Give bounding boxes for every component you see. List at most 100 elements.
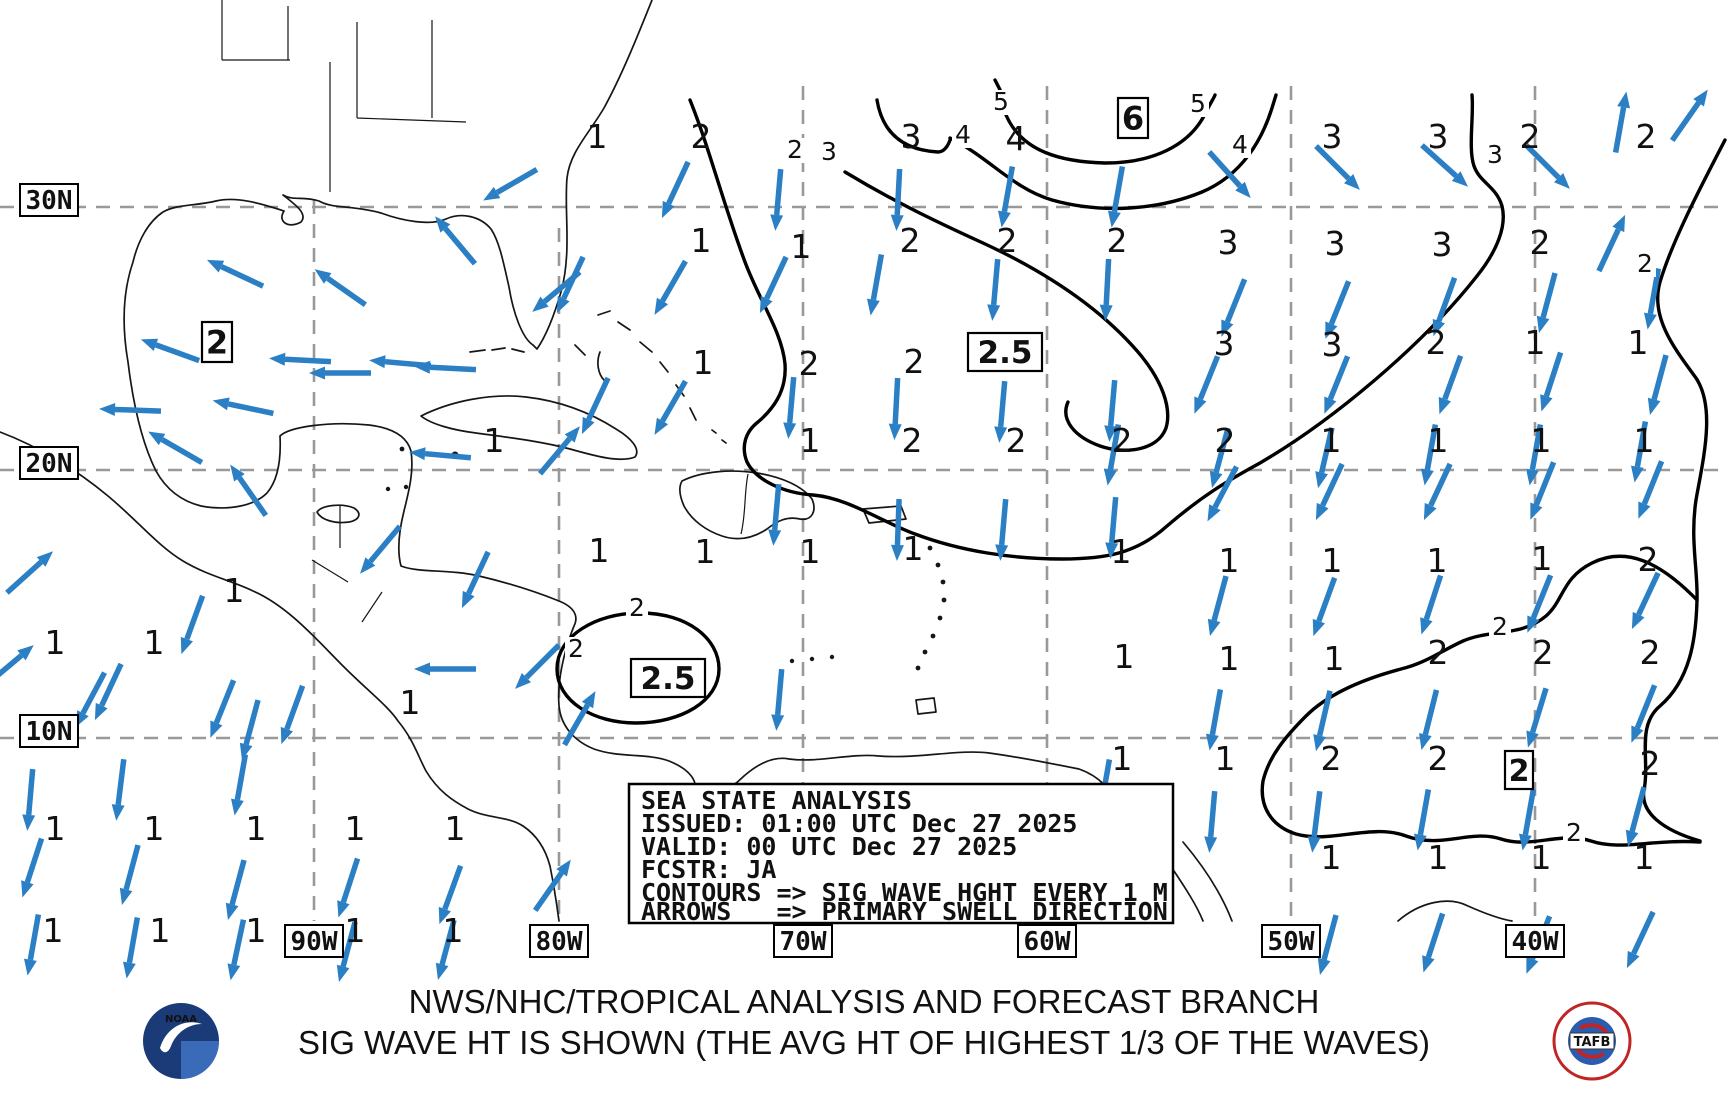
swell-arrow [1536,272,1558,333]
swell-arrow-head [1194,396,1207,414]
swell-arrow [1419,689,1440,751]
wave-height-value: 1 [1428,838,1449,877]
swell-arrow-head [360,557,376,574]
swell-arrow-shaft [368,524,403,564]
contour-label-chip [784,138,806,163]
swell-arrow-head [997,210,1011,228]
swell-arrow-shaft [561,255,586,300]
swell-arrow [1103,423,1122,486]
swell-arrow-shaft [773,168,784,216]
swell-arrow-shaft [1436,276,1458,323]
swell-arrow [206,259,265,289]
swell-arrow [562,691,596,747]
swell-arrow-head [99,402,116,416]
swell-arrow-head [866,298,880,316]
swell-arrow-shaft [439,919,457,966]
swell-arrow-head [1235,181,1251,199]
swell-arrow [1631,684,1658,743]
swell-arrow-shaft [340,921,358,968]
swell-arrow-head [1317,957,1331,975]
swell-arrow-shaft [1103,258,1112,306]
swell-arrow-shaft [1224,278,1248,323]
swell-arrow-head [1204,836,1218,853]
swell-arrow-shaft [80,671,107,715]
swell-arrow-head [654,297,669,315]
swell-arrow-shaft [1424,423,1439,471]
wave-height-value: 1 [1531,421,1552,460]
swell-arrow-shaft [1321,914,1339,961]
contour-label-chip [1489,615,1511,640]
swell-arrow [180,594,206,655]
contour-3m-sweep [843,170,1170,452]
swell-arrow-shaft [1428,462,1453,507]
info-box-arrows-legend: ARROWS => PRIMARY SWELL DIRECTION [641,897,1168,926]
swell-arrow-head [1315,502,1329,521]
swell-arrow-head [461,590,475,609]
axis-label-30N: 30N [26,186,73,216]
brazil-coast-fragments [1182,841,1513,922]
swell-arrow [1638,460,1665,519]
swell-arrow-head [23,958,37,976]
swell-arrow-shaft [1316,576,1338,623]
axis-label-box-10N [19,714,79,748]
swell-arrow [1105,496,1119,559]
swell-arrow-shaft [284,684,306,731]
swell-arrow-shaft [771,483,782,531]
axis-label-80W: 80W [536,927,583,957]
swell-arrow [654,259,688,315]
swell-arrow [995,498,1009,561]
swell-arrow-shaft [1442,354,1464,401]
swell-arrow-shaft [429,364,477,373]
swell-arrow-shaft [1211,575,1229,622]
swell-arrow [1209,427,1231,488]
swell-arrow-shaft [243,699,261,746]
swell-arrow [0,645,34,677]
swell-arrow-shaft [1328,280,1352,325]
swell-arrow-shaft [1651,354,1669,401]
swell-arrow-head [1536,315,1550,333]
swell-arrow-shaft [442,864,464,911]
swell-arrow-shaft [1107,423,1122,471]
swell-arrow-head [280,726,293,745]
swell-arrow-shaft [25,768,36,816]
swell-arrow-head [1638,501,1651,519]
swell-arrow-shaft [894,498,902,546]
swell-arrow-shaft [0,653,24,677]
wave-height-value: 1 [1634,421,1655,460]
swell-arrow [483,167,539,201]
swell-arrow-shaft [1425,912,1446,959]
swell-arrow [360,524,403,574]
wave-height-value: 2 [1428,633,1449,672]
swell-arrow-shaft [1543,351,1564,398]
contour-line-label: 2 [629,593,645,622]
swell-arrow [239,699,261,760]
swell-arrow [140,338,201,364]
swell-arrow-head [1099,304,1113,321]
swell-arrow-shaft [1111,165,1126,213]
swell-arrow-shaft [1540,272,1558,319]
wave-height-value: 1 [1531,838,1552,877]
swell-arrow [537,426,580,476]
swell-arrow-head [654,417,669,435]
swell-arrow [1315,427,1335,489]
wave-height-value: 3 [1218,223,1239,262]
tafb-banner [1569,1032,1615,1050]
swell-arrow [997,165,1016,228]
swell-arrow-head [94,702,108,721]
wave-height-value: 2 [1006,421,1027,460]
wave-height-value: 4 [1006,119,1027,158]
swell-arrow-head [1423,502,1437,521]
swell-arrow-head [1438,396,1451,415]
swell-arrow [1527,574,1554,633]
swell-arrow [409,447,472,461]
wave-height-value: 1 [246,911,267,950]
swell-arrow [461,550,491,609]
axis-label-40W: 40W [1512,927,1559,957]
swell-arrow-shaft [1533,461,1557,506]
wave-height-contours [555,78,1727,847]
contour-line-label: 2 [1566,818,1582,847]
contour-label-chip [952,123,974,148]
swell-arrow-head [1104,425,1118,442]
noaa-gull-icon [160,1022,202,1053]
swell-arrow [994,380,1008,443]
